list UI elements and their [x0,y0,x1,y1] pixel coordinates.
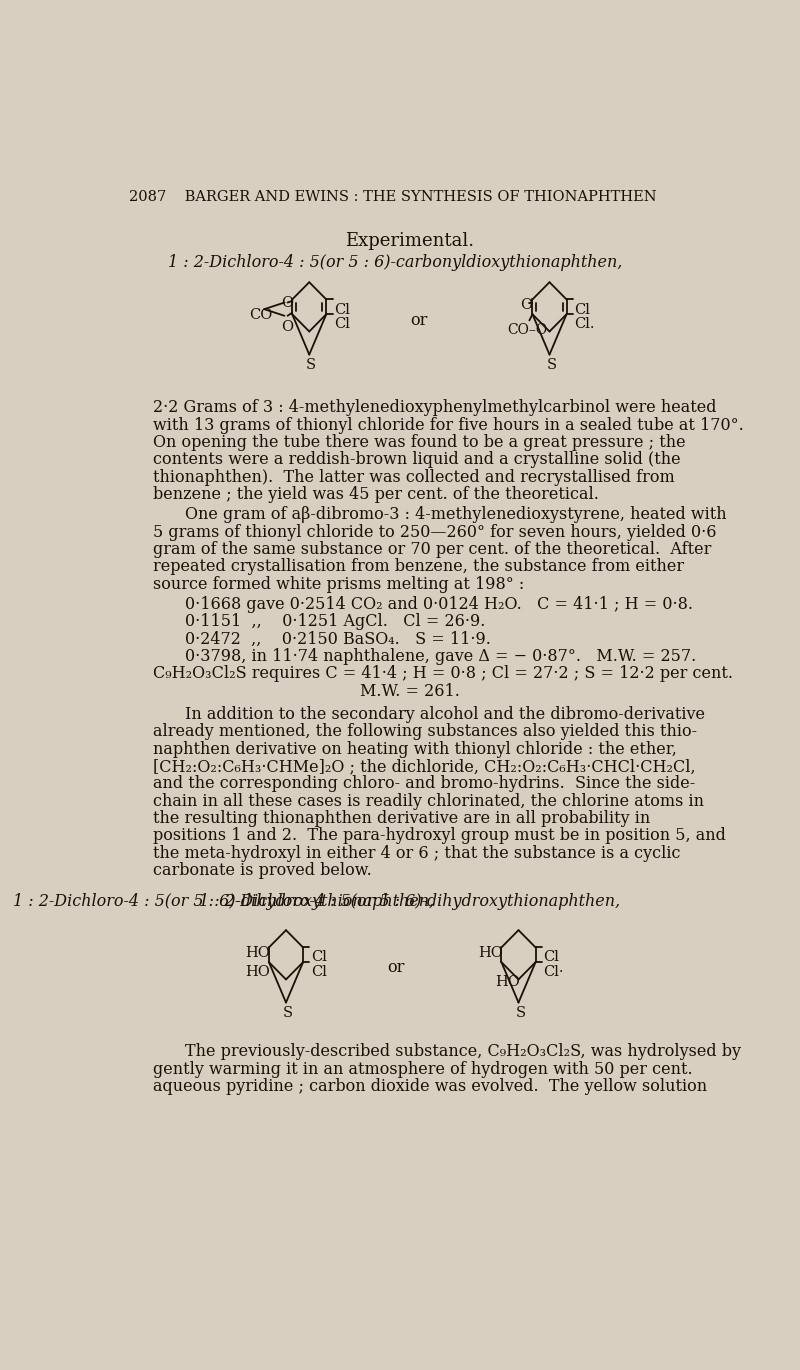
Text: O: O [282,321,294,334]
Text: Experimental.: Experimental. [346,232,474,251]
Text: 1 : 2-Dichloro-4 : 5(or 5 : 6)-dihydroxythionaphthen,: 1 : 2-Dichloro-4 : 5(or 5 : 6)-dihydroxy… [14,893,434,910]
Text: S: S [515,1006,526,1019]
Text: the meta-hydroxyl in either 4 or 6 ; that the substance is a cyclic: the meta-hydroxyl in either 4 or 6 ; tha… [153,845,680,862]
Text: 2087    BARGER AND EWINS : THE SYNTHESIS OF THIONAPHTHEN: 2087 BARGER AND EWINS : THE SYNTHESIS OF… [130,190,657,204]
Text: source formed white prisms melting at 198° :: source formed white prisms melting at 19… [153,575,524,593]
Text: In addition to the secondary alcohol and the dibromo-derivative: In addition to the secondary alcohol and… [186,706,706,723]
Text: M.W. = 261.: M.W. = 261. [360,682,460,700]
Text: thionaphthen).  The latter was collected and recrystallised from: thionaphthen). The latter was collected … [153,469,674,485]
Text: chain in all these cases is readily chlorinated, the chlorine atoms in: chain in all these cases is readily chlo… [153,793,704,810]
Text: Cl·: Cl· [543,966,564,980]
Text: HO: HO [495,974,520,989]
Text: Cl: Cl [310,951,326,964]
Text: 2·2 Grams of 3 : 4-methylenedioxyphenylmethylcarbinol were heated: 2·2 Grams of 3 : 4-methylenedioxyphenylm… [153,399,716,416]
Text: [CH₂:O₂:C₆H₃·CHMe]₂O ; the dichloride, CH₂:O₂:C₆H₃·CHCl·CH₂Cl,: [CH₂:O₂:C₆H₃·CHMe]₂O ; the dichloride, C… [153,758,695,775]
Text: the resulting thionaphthen derivative are in all probability in: the resulting thionaphthen derivative ar… [153,810,650,827]
Text: S: S [306,358,316,371]
Text: or: or [410,312,427,329]
Text: repeated crystallisation from benzene, the substance from either: repeated crystallisation from benzene, t… [153,558,684,575]
Text: Cl.: Cl. [574,318,594,332]
Text: and the corresponding chloro- and bromo-hydrins.  Since the side-: and the corresponding chloro- and bromo-… [153,775,695,792]
Text: or: or [386,959,404,975]
Text: On opening the tube there was found to be a great pressure ; the: On opening the tube there was found to b… [153,434,686,451]
Text: HO: HO [478,945,503,960]
Text: already mentioned, the following substances also yielded this thio-: already mentioned, the following substan… [153,723,697,740]
Text: Cl: Cl [334,303,350,316]
Text: 0·2472  ,,    0·2150 BaSO₄.   S = 11·9.: 0·2472 ,, 0·2150 BaSO₄. S = 11·9. [186,630,491,648]
Text: C₉H₂O₃Cl₂S requires C = 41·4 ; H = 0·8 ; Cl = 27·2 ; S = 12·2 per cent.: C₉H₂O₃Cl₂S requires C = 41·4 ; H = 0·8 ;… [153,666,733,682]
Text: S: S [546,358,557,371]
Text: Cl: Cl [334,318,350,332]
Text: benzene ; the yield was 45 per cent. of the theoretical.: benzene ; the yield was 45 per cent. of … [153,486,598,503]
Text: 1 : 2-Dichloro-4 : 5(or 5 : 6)-dihydroxythionaphthen,: 1 : 2-Dichloro-4 : 5(or 5 : 6)-dihydroxy… [199,893,621,910]
Text: 0·1668 gave 0·2514 CO₂ and 0·0124 H₂O.   C = 41·1 ; H = 0·8.: 0·1668 gave 0·2514 CO₂ and 0·0124 H₂O. C… [186,596,694,612]
Text: contents were a reddish-brown liquid and a crystalline solid (the: contents were a reddish-brown liquid and… [153,451,680,469]
Text: Cl: Cl [310,966,326,980]
Text: with 13 grams of thionyl chloride for five hours in a sealed tube at 170°.: with 13 grams of thionyl chloride for fi… [153,416,743,433]
Text: aqueous pyridine ; carbon dioxide was evolved.  The yellow solution: aqueous pyridine ; carbon dioxide was ev… [153,1078,707,1095]
Text: HO: HO [246,966,270,980]
Text: CO: CO [249,308,272,322]
Text: O: O [282,296,294,311]
Text: The previously-described substance, C₉H₂O₃Cl₂S, was hydrolysed by: The previously-described substance, C₉H₂… [186,1044,742,1060]
Text: naphthen derivative on heating with thionyl chloride : the ether,: naphthen derivative on heating with thio… [153,741,677,758]
Text: HO: HO [246,945,270,960]
Text: positions 1 and 2.  The para-hydroxyl group must be in position 5, and: positions 1 and 2. The para-hydroxyl gro… [153,827,726,844]
Text: CO–O: CO–O [508,323,548,337]
Text: gram of the same substance or 70 per cent. of the theoretical.  After: gram of the same substance or 70 per cen… [153,541,711,558]
Text: S: S [283,1006,293,1019]
Text: 0·3798, in 11·74 naphthalene, gave Δ = − 0·87°.   M.W. = 257.: 0·3798, in 11·74 naphthalene, gave Δ = −… [186,648,697,664]
Text: gently warming it in an atmosphere of hydrogen with 50 per cent.: gently warming it in an atmosphere of hy… [153,1060,692,1078]
Text: Cl: Cl [574,303,590,316]
Text: 0·1151  ,,    0·1251 AgCl.   Cl = 26·9.: 0·1151 ,, 0·1251 AgCl. Cl = 26·9. [186,614,486,630]
Text: O: O [520,297,532,312]
Text: 5 grams of thionyl chloride to 250—260° for seven hours, yielded 0·6: 5 grams of thionyl chloride to 250—260° … [153,523,716,541]
Text: 1 : 2-Dichloro-4 : 5(or 5 : 6)-carbonyldioxythionaphthen,: 1 : 2-Dichloro-4 : 5(or 5 : 6)-carbonyld… [168,255,622,271]
Text: Cl: Cl [543,951,559,964]
Text: One gram of aβ-dibromo-3 : 4-methylenedioxystyrene, heated with: One gram of aβ-dibromo-3 : 4-methylenedi… [186,507,727,523]
Text: carbonate is proved below.: carbonate is proved below. [153,862,371,880]
